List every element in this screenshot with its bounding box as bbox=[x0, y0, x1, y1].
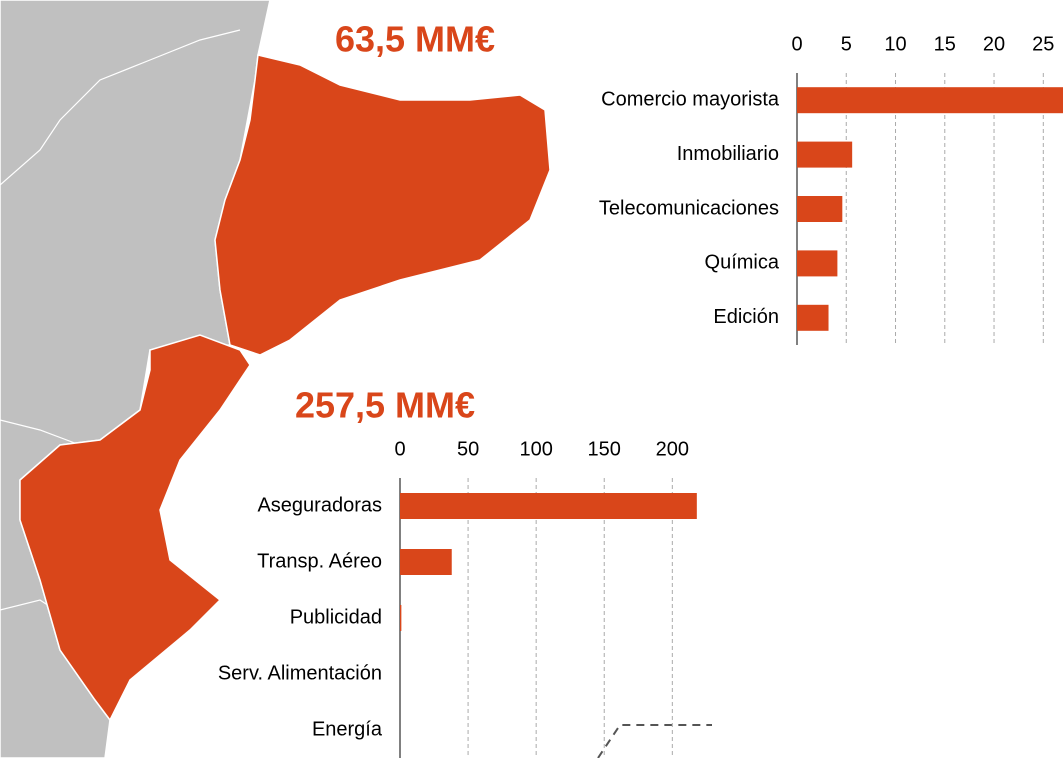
x-tick-label: 50 bbox=[457, 438, 479, 460]
y-tick-label: Aseguradoras bbox=[257, 494, 382, 516]
bar bbox=[797, 304, 829, 331]
x-tick-label: 15 bbox=[934, 33, 956, 55]
bar bbox=[797, 250, 838, 277]
dashed-line bbox=[597, 724, 712, 758]
y-tick-label: Comercio mayorista bbox=[601, 88, 780, 110]
bar bbox=[400, 605, 402, 631]
x-tick-label: 150 bbox=[588, 438, 621, 460]
x-tick-label: 100 bbox=[519, 438, 552, 460]
x-tick-label: 20 bbox=[983, 33, 1005, 55]
y-tick-label: Telecomunicaciones bbox=[599, 197, 779, 219]
y-tick-label: Inmobiliario bbox=[677, 143, 779, 165]
y-tick-label: Publicidad bbox=[290, 606, 382, 628]
y-tick-label: Transp. Aéreo bbox=[257, 550, 382, 572]
region-valencia bbox=[19, 334, 251, 722]
x-tick-label: 25 bbox=[1032, 33, 1054, 55]
y-tick-label: Química bbox=[705, 252, 780, 274]
chart-title: 257,5 MM€ bbox=[295, 385, 475, 426]
map bbox=[0, 0, 712, 758]
x-tick-label: 5 bbox=[841, 33, 852, 55]
x-tick-label: 10 bbox=[884, 33, 906, 55]
bar bbox=[797, 196, 843, 222]
x-tick-label: 200 bbox=[656, 438, 689, 460]
region-catalonia bbox=[214, 54, 551, 356]
bar bbox=[400, 493, 697, 519]
y-tick-label: Serv. Alimentación bbox=[218, 662, 382, 684]
border bbox=[0, 29, 241, 186]
y-tick-label: Edición bbox=[713, 306, 779, 328]
bar bbox=[400, 549, 452, 575]
x-tick-label: 0 bbox=[394, 438, 405, 460]
x-tick-label: 0 bbox=[791, 33, 802, 55]
chart-title: 63,5 MM€ bbox=[335, 19, 495, 60]
bar bbox=[797, 141, 853, 168]
bar bbox=[797, 87, 1063, 114]
y-tick-label: Energía bbox=[312, 718, 383, 740]
